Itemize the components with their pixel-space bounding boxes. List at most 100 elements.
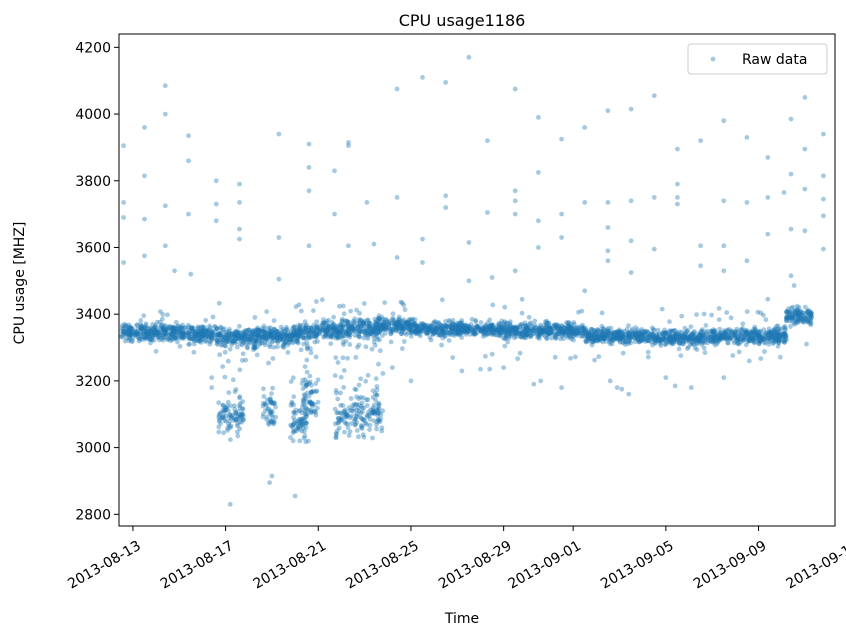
data-point: [213, 337, 219, 343]
data-point: [128, 331, 134, 337]
data-point: [227, 335, 232, 340]
data-point: [192, 337, 198, 343]
data-point: [143, 325, 148, 331]
data-point: [184, 330, 190, 335]
data-point: [450, 321, 456, 327]
data-point: [233, 329, 239, 334]
data-point: [237, 341, 243, 347]
data-point: [261, 329, 267, 334]
data-point: [383, 322, 388, 327]
data-point: [250, 327, 256, 333]
data-point: [215, 331, 221, 337]
data-point: [541, 323, 547, 328]
data-point: [341, 342, 346, 347]
y-tick-label: 3800: [75, 174, 111, 190]
data-point: [571, 337, 576, 343]
data-point: [271, 335, 277, 340]
data-point: [185, 322, 191, 328]
data-point: [715, 339, 721, 345]
data-point: [703, 323, 709, 328]
data-point: [489, 327, 495, 333]
data-point: [119, 325, 125, 331]
data-point: [372, 331, 378, 337]
data-point: [391, 324, 397, 329]
data-point: [558, 336, 563, 342]
data-point: [365, 332, 371, 337]
data-point: [675, 201, 680, 207]
data-point: [364, 200, 370, 205]
data-point: [374, 321, 380, 327]
data-point: [294, 329, 299, 335]
data-point: [701, 345, 707, 351]
data-point: [377, 322, 382, 327]
data-point: [280, 327, 286, 333]
data-point: [338, 330, 343, 335]
data-point: [156, 330, 161, 336]
data-point: [261, 386, 266, 392]
data-point: [651, 327, 656, 332]
data-point: [344, 318, 350, 324]
data-point: [375, 318, 380, 323]
data-point: [291, 329, 297, 335]
data-point: [204, 329, 210, 335]
data-point: [284, 332, 289, 338]
data-point: [354, 394, 359, 400]
data-point: [237, 333, 242, 339]
data-point: [304, 357, 310, 363]
data-point: [679, 341, 685, 347]
data-point: [354, 420, 360, 425]
data-point: [364, 328, 370, 333]
data-point: [394, 321, 400, 327]
data-point: [170, 336, 176, 341]
data-point: [258, 328, 264, 333]
data-point: [237, 200, 242, 205]
data-point: [367, 330, 373, 336]
data-point: [686, 344, 691, 350]
data-point: [395, 320, 401, 326]
data-point: [380, 333, 385, 338]
data-point: [407, 325, 412, 330]
data-point: [347, 325, 353, 331]
data-point: [213, 324, 218, 329]
data-point: [658, 343, 664, 348]
data-point: [378, 323, 384, 328]
data-point: [247, 336, 253, 342]
data-point: [300, 404, 305, 410]
data-point: [139, 326, 144, 332]
data-point: [152, 327, 158, 333]
data-point: [250, 329, 256, 335]
data-point: [162, 243, 168, 249]
data-point: [159, 332, 165, 338]
data-point: [226, 335, 231, 341]
data-point: [278, 334, 284, 340]
data-point: [321, 317, 326, 322]
data-point: [358, 376, 363, 382]
data-point: [397, 317, 403, 323]
data-point: [128, 330, 134, 335]
data-point: [349, 323, 355, 328]
data-point: [443, 205, 449, 210]
data-point: [179, 330, 185, 336]
data-point: [400, 325, 406, 330]
data-point: [187, 334, 192, 340]
data-point: [270, 385, 275, 391]
data-point: [389, 317, 395, 322]
data-point: [154, 328, 160, 333]
data-point: [222, 374, 228, 380]
data-point: [122, 321, 128, 327]
data-point: [219, 339, 225, 345]
data-point: [437, 332, 443, 338]
data-point: [688, 385, 694, 390]
data-point: [381, 325, 387, 330]
data-point: [711, 327, 716, 333]
data-point: [290, 331, 296, 337]
data-point: [361, 320, 367, 325]
data-point: [346, 326, 352, 332]
data-point: [302, 396, 307, 402]
data-point: [122, 324, 127, 330]
data-point: [179, 325, 185, 331]
data-point: [367, 413, 372, 419]
data-point: [326, 326, 331, 331]
data-point: [301, 435, 307, 441]
data-point: [365, 321, 370, 327]
